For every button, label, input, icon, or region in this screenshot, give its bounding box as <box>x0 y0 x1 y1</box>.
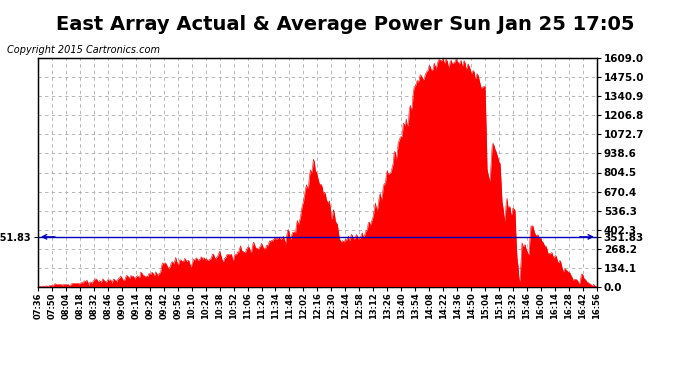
Text: Copyright 2015 Cartronics.com: Copyright 2015 Cartronics.com <box>7 45 160 55</box>
Text: East Array Actual & Average Power Sun Jan 25 17:05: East Array Actual & Average Power Sun Ja… <box>56 15 634 34</box>
Text: Average  (DC Watts): Average (DC Watts) <box>404 38 507 47</box>
Text: East Array  (DC Watts): East Array (DC Watts) <box>536 38 651 47</box>
